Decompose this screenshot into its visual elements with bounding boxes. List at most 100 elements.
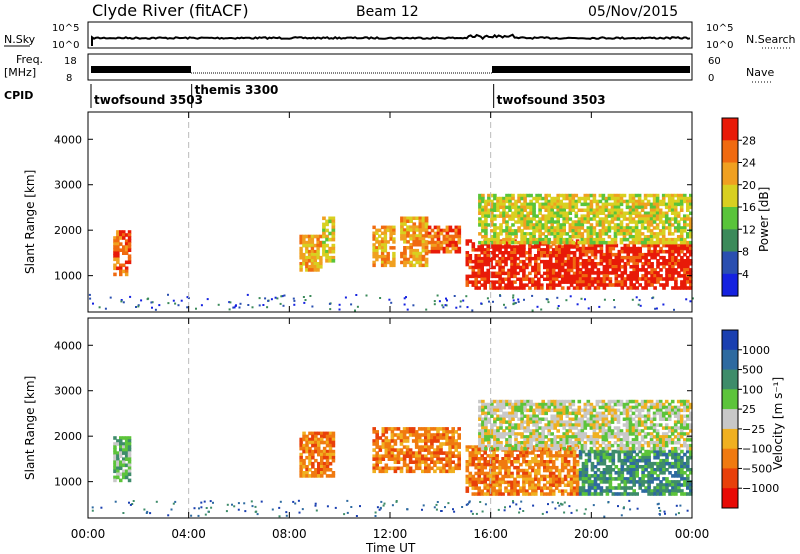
x-tick-label: 12:00 [373,527,408,541]
data-cell [493,438,497,442]
data-cell [628,211,633,215]
data-cell [448,469,452,474]
data-cell [375,430,379,434]
data-cell [233,306,236,309]
data-cell [568,438,573,442]
data-cell [247,304,250,306]
data-cell [122,451,126,455]
data-cell [380,246,385,250]
data-cell [532,211,536,215]
data-cell [556,296,559,299]
data-cell [427,433,431,437]
data-cell [619,199,624,204]
data-cell [305,259,309,263]
data-cell [611,458,616,463]
data-cell [656,461,660,466]
data-cell [646,411,651,416]
data-cell [557,280,562,284]
data-cell [537,460,541,464]
data-cell [310,240,315,245]
data-cell [686,486,690,490]
data-cell [438,300,441,303]
data-cell [405,448,410,452]
data-cell [501,256,505,261]
data-cell [113,236,117,240]
data-cell [122,301,125,304]
data-cell [493,405,497,410]
data-cell [590,283,595,287]
data-cell [513,286,517,290]
data-cell [632,274,636,278]
data-cell [587,455,592,460]
data-cell [647,246,651,251]
data-cell [655,405,660,410]
data-cell [457,234,462,239]
data-cell [646,229,651,233]
data-cell [514,438,518,442]
data-cell [496,432,500,436]
data-cell [649,229,654,233]
data-cell [547,232,551,236]
data-cell [537,465,541,470]
data-cell [116,236,120,240]
data-cell [486,277,490,281]
data-cell [674,452,678,457]
data-cell [601,446,606,451]
data-cell [674,262,678,266]
data-cell [605,480,610,484]
data-cell [677,458,681,463]
data-cell [154,308,157,311]
data-cell [655,429,660,433]
data-cell [671,249,675,254]
data-cell [441,304,444,307]
data-cell [553,240,557,245]
data-cell [554,251,559,255]
data-cell [534,454,538,458]
data-cell [689,286,693,290]
data-cell [616,193,621,198]
data-cell [314,458,318,463]
data-cell [559,411,563,416]
data-cell [516,262,520,267]
data-cell [478,211,482,215]
data-cell [631,205,636,210]
data-cell [400,260,404,265]
data-cell [676,196,681,201]
data-cell [565,240,570,245]
velocity-data [91,399,693,518]
data-cell [544,214,548,218]
nsky-panel: N.Sky 10^5 10^0 10^5 10^0 N.Search [4,21,796,51]
data-cell [483,492,487,496]
data-cell [484,429,488,433]
data-cell [670,199,675,204]
data-cell [124,448,129,452]
data-cell [577,220,582,224]
data-cell [550,426,554,430]
data-cell [281,295,284,298]
data-cell [589,240,594,245]
data-cell [548,262,553,267]
data-cell [587,243,592,248]
data-cell [608,458,613,463]
data-cell [487,432,491,436]
data-cell [620,249,625,254]
data-cell [640,446,645,451]
data-cell [595,235,600,239]
data-cell [526,223,530,227]
data-cell [572,286,577,290]
data-cell [598,240,603,245]
data-cell [544,193,548,198]
data-cell [391,504,394,507]
data-cell [658,405,663,410]
data-cell [389,237,393,241]
data-cell [478,443,482,448]
data-cell [492,483,496,487]
data-cell [629,259,633,263]
data-cell [517,408,521,413]
data-cell [631,405,636,410]
data-cell [501,474,505,479]
data-cell [483,460,487,464]
data-cell [529,417,533,421]
data-cell [566,286,571,290]
data-cell [501,457,505,461]
